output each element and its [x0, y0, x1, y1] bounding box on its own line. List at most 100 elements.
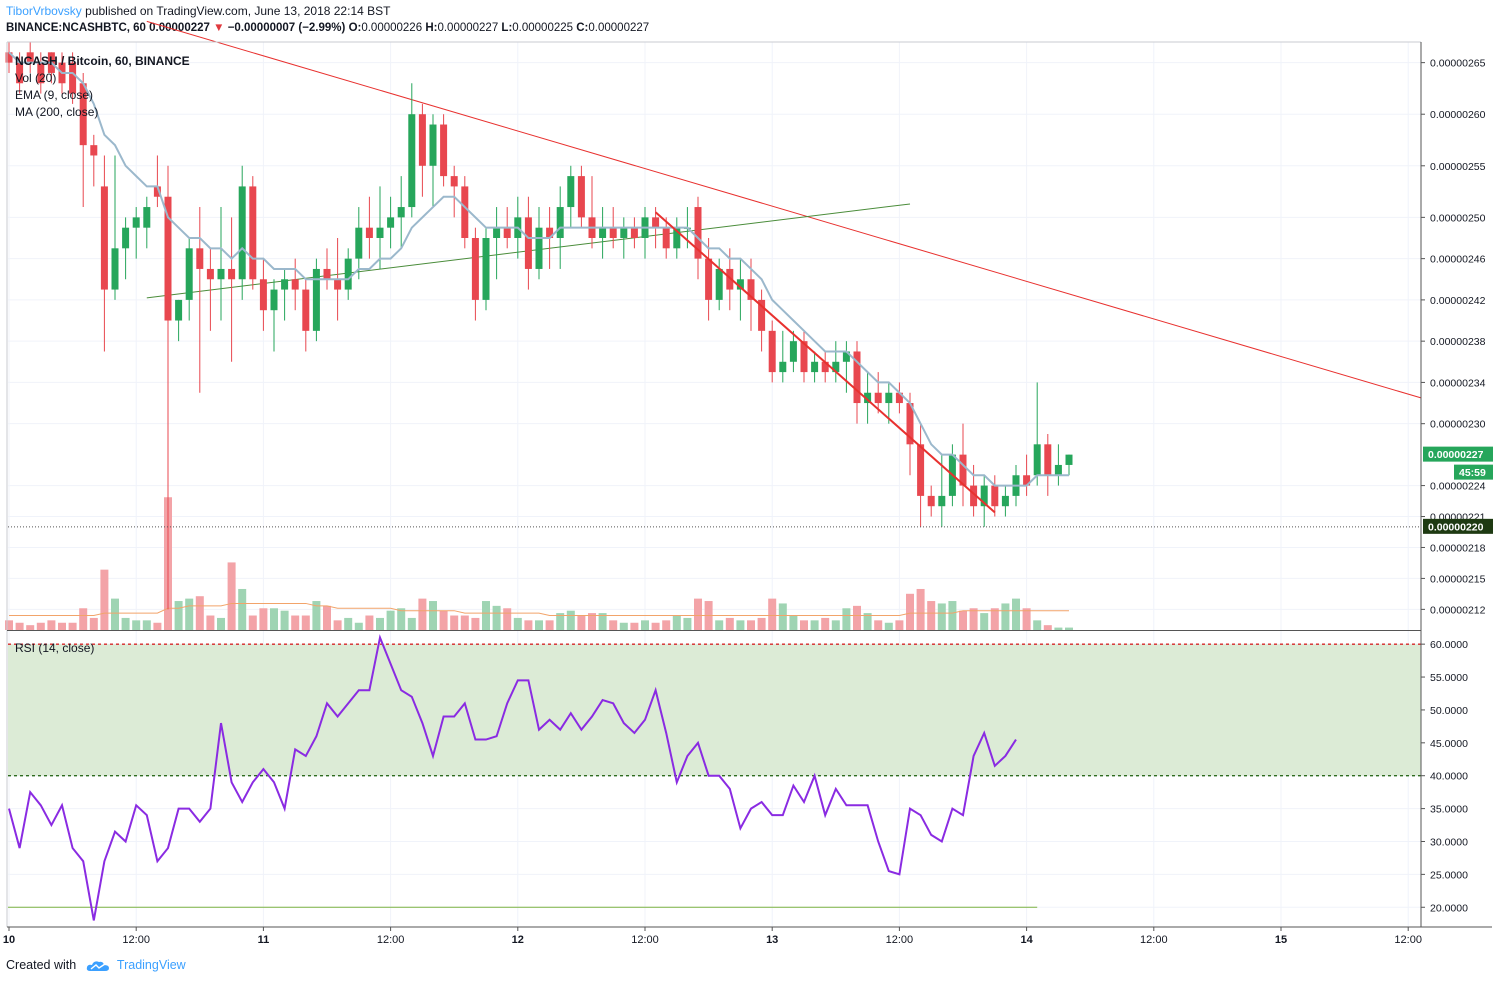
tradingview-cloud-icon	[86, 961, 109, 971]
volume-bar	[619, 622, 628, 630]
volume-bar	[598, 613, 607, 630]
author-link[interactable]: TiborVrbovsky	[6, 4, 82, 18]
volume-bar	[715, 620, 724, 630]
price-tick-label: 0.00000242	[1430, 295, 1486, 307]
volume-bar	[492, 605, 501, 630]
down-arrow-icon: ▼	[213, 22, 225, 34]
volume-bar	[874, 620, 883, 630]
candle-body	[1044, 444, 1052, 476]
volume-bar	[906, 593, 914, 630]
volume-bar	[1033, 620, 1042, 630]
candle-body	[493, 227, 501, 238]
candle-body	[673, 227, 681, 249]
volume-bar	[439, 610, 448, 630]
countdown-badge-label: 45:59	[1459, 467, 1486, 479]
volume-bar	[853, 605, 861, 630]
volume-bar	[609, 620, 618, 630]
volume-bar	[810, 620, 819, 630]
volume-bar	[630, 622, 639, 630]
volume-bar	[725, 617, 734, 630]
volume-bar	[545, 620, 554, 630]
trendline-short-segment	[654, 211, 996, 514]
rsi-polyline	[8, 634, 1017, 921]
last-price-badge	[1423, 446, 1493, 462]
candle-body	[164, 196, 172, 321]
trendline-long-segment	[146, 20, 1422, 399]
candle-body	[938, 495, 946, 507]
volume-bar	[842, 608, 851, 630]
legend-item-ma: MA (200, close)	[15, 105, 98, 119]
candle-body	[408, 114, 416, 208]
volume-bar	[1001, 603, 1010, 630]
candle-body	[747, 279, 755, 300]
candle-body	[291, 279, 299, 290]
volume-bar	[747, 620, 755, 630]
candle-body	[344, 258, 352, 290]
volume-bar	[142, 620, 151, 630]
candle-body	[546, 227, 554, 238]
volume-bar	[651, 622, 660, 630]
axes: 0.00000265 0.00000260 0.00000255 0.00000250…	[3, 41, 1493, 946]
candle-body	[482, 238, 490, 300]
volume-bar	[980, 613, 989, 630]
trendline-long-red[interactable]	[146, 20, 1422, 399]
volume-bar	[948, 601, 957, 630]
chart-title: NCASH / Bitcoin, 60, BINANCE	[15, 54, 190, 68]
candle-body	[662, 227, 670, 249]
volume-bar	[588, 613, 596, 630]
volume-bar	[89, 617, 98, 630]
candle-body	[1033, 444, 1041, 476]
volume-bar	[259, 608, 268, 630]
rsi-tick-label: 50.0000	[1430, 705, 1468, 717]
rsi-tick-label: 25.0000	[1430, 869, 1468, 881]
volume-bar	[969, 608, 978, 630]
volume-bar	[301, 615, 310, 630]
price-tick-label: 0.00000215	[1430, 573, 1486, 585]
volume-bar	[959, 610, 967, 630]
volume-bar	[884, 622, 893, 630]
candle-body	[832, 361, 840, 373]
trendline-short-red[interactable]	[654, 211, 996, 514]
candle-body	[577, 176, 585, 218]
volume-bar	[800, 620, 808, 630]
rsi-tick-label: 30.0000	[1430, 836, 1468, 848]
price-tick-label: 0.00000234	[1430, 377, 1486, 389]
price-tick-label: 0.00000238	[1430, 336, 1486, 348]
legend-item-ema: EMA (9, close)	[15, 88, 93, 102]
volume-bar	[916, 588, 925, 630]
volume-bar	[47, 620, 56, 630]
volume-bar	[15, 622, 24, 630]
candle-body	[270, 289, 278, 311]
price-tick-label: 0.00000218	[1430, 542, 1486, 554]
candle-body	[418, 114, 426, 166]
volume-bar	[429, 601, 437, 630]
volume-bar	[270, 608, 278, 630]
volume-bar	[153, 622, 162, 630]
volume-bar	[460, 615, 469, 630]
footer: Created with TradingView	[6, 958, 186, 972]
candle-body	[397, 207, 405, 218]
time-tick-label: 13	[766, 934, 778, 946]
candle-body	[895, 392, 903, 404]
volume-bar	[471, 617, 480, 630]
volume-bar	[58, 622, 66, 630]
rsi-pane	[8, 634, 1421, 921]
volume-bar	[68, 622, 77, 630]
tradingview-brand[interactable]: TradingView	[116, 958, 186, 972]
candle-body	[281, 279, 289, 290]
candle-body	[90, 145, 98, 156]
volume-bars	[5, 497, 1073, 630]
created-with-text: Created with	[6, 958, 77, 972]
candle-body	[959, 454, 967, 486]
volume-bar	[185, 598, 194, 630]
candle-body	[185, 248, 193, 300]
rsi-legend: RSI (14, close)	[15, 641, 94, 655]
candle-body	[800, 341, 808, 373]
candle-body	[1001, 495, 1009, 507]
volume-bar	[694, 598, 702, 630]
volume-bar	[895, 620, 904, 630]
symbol-line: BINANCE:NCASHBTC, 60	[6, 22, 146, 34]
candle-body	[429, 124, 437, 166]
volume-bar	[174, 601, 183, 630]
